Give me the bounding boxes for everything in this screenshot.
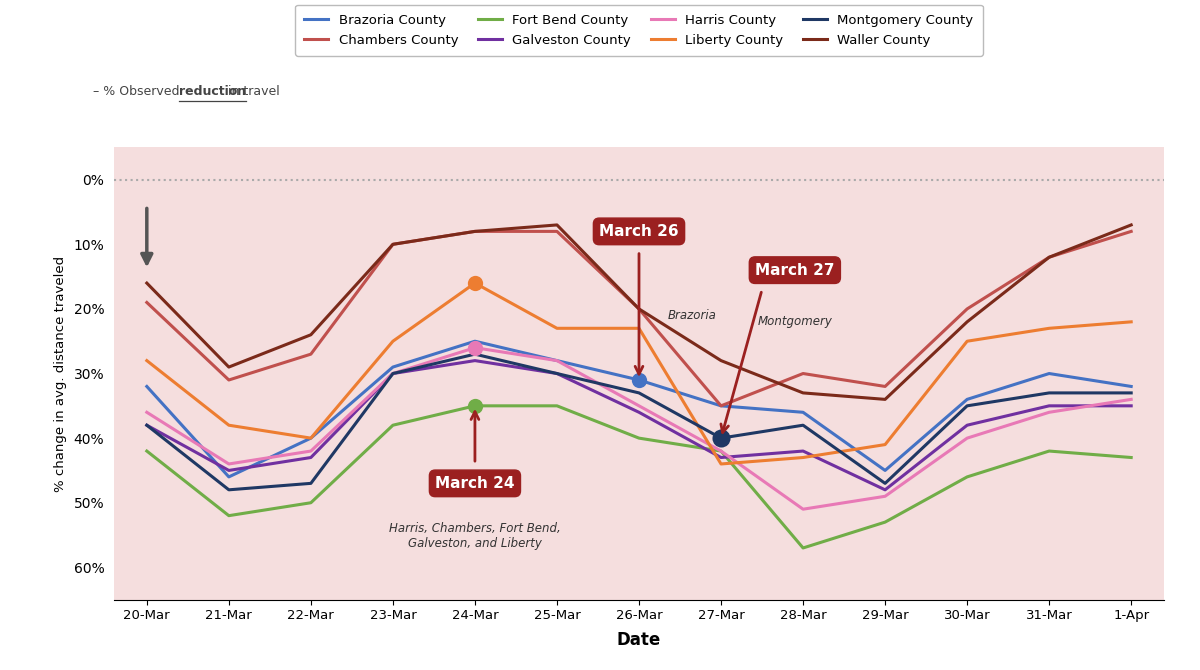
Text: Counties issue stay-at-home orders (March 24-27): Counties issue stay-at-home orders (Marc… <box>26 104 773 130</box>
Text: March 26: March 26 <box>599 224 679 239</box>
Text: reduction: reduction <box>179 84 246 98</box>
Text: in travel: in travel <box>224 84 280 98</box>
X-axis label: Date: Date <box>617 630 661 649</box>
Text: Harris, Chambers, Fort Bend,
Galveston, and Liberty: Harris, Chambers, Fort Bend, Galveston, … <box>389 522 560 550</box>
Legend: Brazoria County, Chambers County, Fort Bend County, Galveston County, Harris Cou: Brazoria County, Chambers County, Fort B… <box>295 5 983 56</box>
Text: March 27: March 27 <box>755 263 835 277</box>
Text: Brazoria: Brazoria <box>667 309 716 322</box>
Text: COVID-19: Comparative analysis by county: COVID-19: Comparative analysis by county <box>26 29 931 65</box>
Text: March 24: March 24 <box>436 476 515 491</box>
Y-axis label: % change in avg. distance traveled: % change in avg. distance traveled <box>54 255 66 492</box>
Text: – % Observed: – % Observed <box>94 84 184 98</box>
Text: Montgomery: Montgomery <box>757 316 833 328</box>
